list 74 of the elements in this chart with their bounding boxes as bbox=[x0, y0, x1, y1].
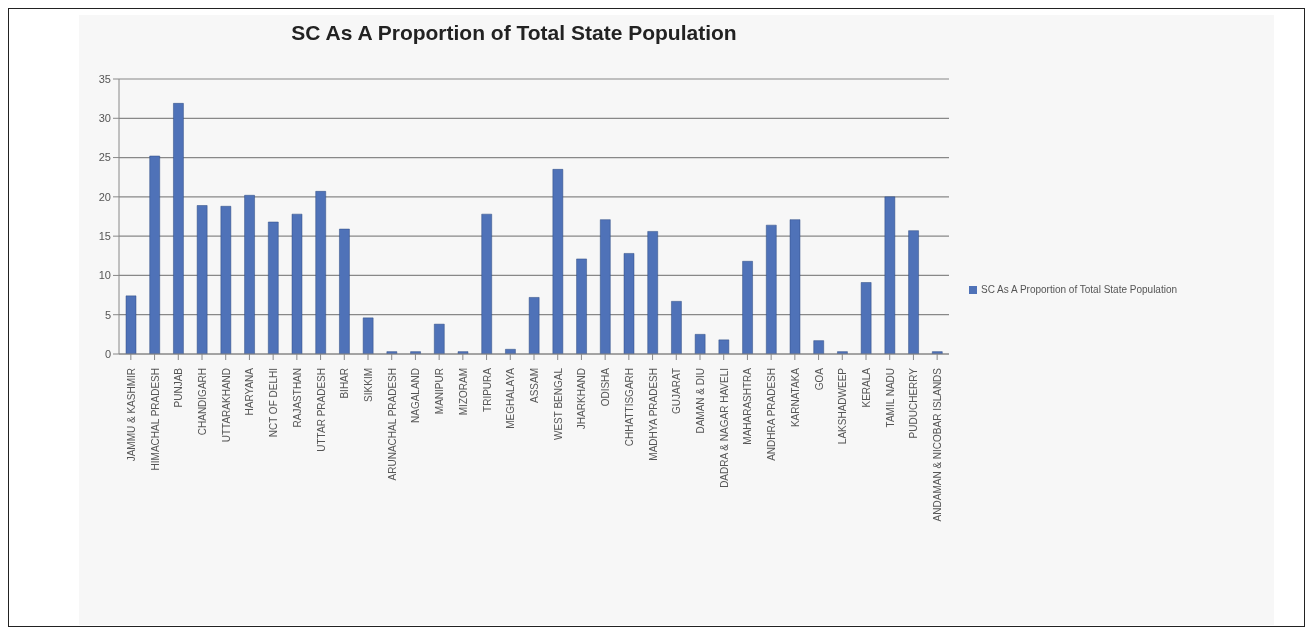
x-tick-label: HARYANA bbox=[244, 367, 256, 416]
y-tick-label: 5 bbox=[104, 308, 111, 321]
x-tick-label: MIZORAM bbox=[457, 368, 469, 416]
x-tick-label: KARNATAKA bbox=[789, 367, 801, 428]
x-tick-label: RAJASTHAN bbox=[291, 368, 303, 428]
x-tick-label: CHHATTISGARH bbox=[623, 368, 635, 447]
bar bbox=[884, 196, 896, 354]
x-tick-label: BIHAR bbox=[339, 368, 351, 399]
bar bbox=[908, 230, 919, 354]
bar bbox=[742, 261, 753, 354]
bar bbox=[434, 323, 445, 354]
y-tick-label: 30 bbox=[98, 112, 111, 125]
bar bbox=[339, 228, 350, 354]
y-tick-label: 10 bbox=[98, 269, 111, 282]
x-tick-label: JAMMU & KASHMIR bbox=[125, 368, 137, 462]
x-tick-label: MANIPUR bbox=[434, 368, 446, 415]
bar bbox=[362, 317, 374, 354]
bar bbox=[647, 231, 658, 354]
x-tick-label: MAHARASHTRA bbox=[742, 367, 754, 445]
bar bbox=[528, 297, 540, 354]
x-tick-label: HIMACHAL PRADESH bbox=[149, 368, 161, 471]
bar bbox=[125, 295, 137, 354]
bar bbox=[860, 282, 872, 354]
x-tick-label: LAKSHADWEEP bbox=[837, 367, 849, 445]
bar bbox=[576, 258, 587, 354]
x-tick-label: GOA bbox=[813, 367, 825, 391]
x-tick-label: DAMAN & DIU bbox=[695, 368, 706, 434]
bar bbox=[789, 219, 801, 354]
x-tick-label: ARUNACHAL PRADESH bbox=[386, 368, 398, 481]
bar bbox=[623, 253, 635, 354]
x-tick-label: KERALA bbox=[861, 367, 872, 408]
x-tick-label: DADRA & NAGAR HAVELI bbox=[718, 368, 730, 488]
bar bbox=[149, 155, 160, 354]
bar bbox=[220, 206, 232, 354]
x-tick-label: PUDUCHERRY bbox=[908, 367, 920, 439]
x-tick-label: WEST BENGAL bbox=[552, 367, 564, 441]
x-tick-label: TRIPURA bbox=[481, 367, 493, 412]
legend-label: SC As A Proportion of Total State Population bbox=[981, 284, 1178, 295]
bar bbox=[196, 205, 208, 354]
x-tick-label: MADHYA PRADESH bbox=[647, 368, 659, 461]
bar bbox=[173, 103, 184, 354]
x-tick-label: TAMIL NADU bbox=[884, 368, 896, 428]
x-tick-label: JHARKHAND bbox=[576, 368, 588, 430]
y-tick-label: 0 bbox=[104, 347, 111, 360]
chart-title: SC As A Proportion of Total State Population bbox=[290, 21, 738, 45]
bar bbox=[552, 169, 564, 354]
bar bbox=[694, 334, 706, 354]
y-tick-label: 35 bbox=[98, 72, 111, 85]
x-tick-label: ANDHRA PRADESH bbox=[766, 368, 778, 461]
bar bbox=[244, 195, 255, 354]
x-tick-label: SIKKIM bbox=[363, 368, 374, 402]
x-tick-label: GUJARAT bbox=[671, 368, 683, 414]
bar bbox=[481, 213, 492, 354]
bar bbox=[600, 219, 611, 354]
bar bbox=[315, 191, 326, 354]
x-tick-label: ODISHA bbox=[600, 367, 612, 407]
x-tick-label: ASSAM bbox=[529, 368, 540, 404]
y-tick-label: 25 bbox=[98, 151, 111, 164]
x-tick-label: ANDAMAN & NICOBAR ISLANDS bbox=[932, 367, 944, 522]
y-tick-label: 20 bbox=[98, 190, 111, 203]
y-tick-label: 15 bbox=[98, 230, 111, 243]
bar bbox=[718, 339, 730, 354]
x-tick-label: NCT OF DELHI bbox=[268, 368, 280, 438]
bar bbox=[671, 301, 682, 354]
x-tick-label: PUNJAB bbox=[173, 367, 185, 408]
bar bbox=[766, 224, 777, 354]
bar bbox=[813, 340, 824, 354]
bar bbox=[268, 221, 279, 354]
x-tick-label: UTTARAKHAND bbox=[220, 368, 232, 443]
x-tick-label: CHANDIGARH bbox=[197, 368, 208, 436]
x-tick-label: UTTAR PRADESH bbox=[315, 368, 327, 452]
x-tick-label: NAGALAND bbox=[410, 368, 422, 424]
x-tick-label: MEGHALAYA bbox=[505, 367, 517, 429]
bar bbox=[291, 213, 303, 354]
